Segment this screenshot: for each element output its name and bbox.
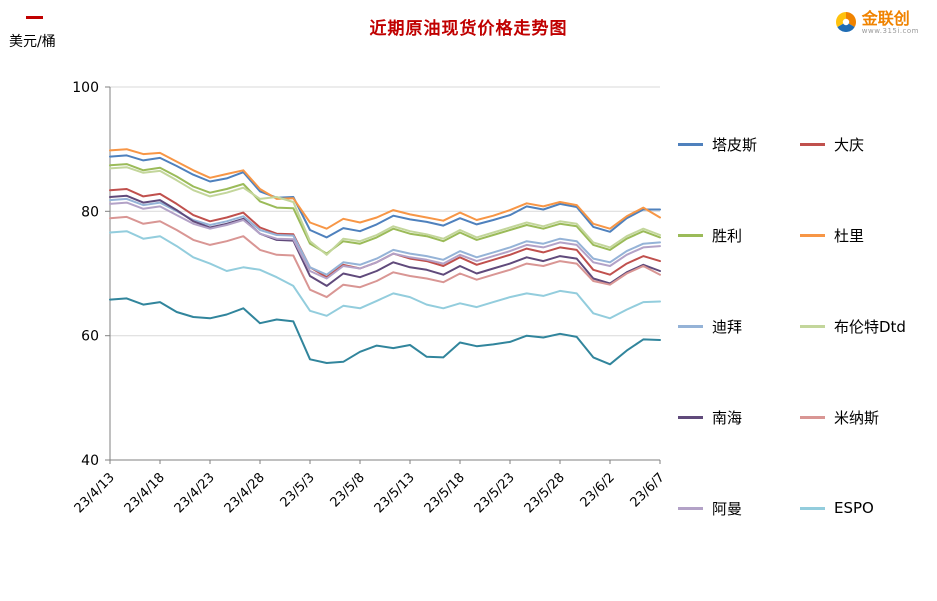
legend-swatch bbox=[678, 142, 703, 146]
legend-swatch bbox=[678, 415, 703, 419]
chart-title: 近期原油现货价格走势图 bbox=[369, 19, 568, 39]
x-tick-label: 23/5/8 bbox=[328, 470, 368, 510]
logo-url-text: www.315i.com bbox=[861, 26, 919, 35]
legend-swatch bbox=[800, 415, 825, 419]
x-tick-label: 23/4/13 bbox=[72, 470, 118, 516]
series-line-杜里 bbox=[109, 148, 661, 230]
legend-swatch bbox=[678, 506, 703, 510]
series-line-南海 bbox=[109, 194, 661, 287]
legend-label: 胜利 bbox=[712, 226, 743, 245]
legend-item-阿曼: 阿曼 bbox=[678, 497, 800, 519]
legend-item-杜里: 杜里 bbox=[800, 224, 922, 246]
x-tick-label: 23/5/13 bbox=[372, 470, 418, 516]
series-line-unlabeled bbox=[109, 297, 661, 366]
legend-item-布伦特Dtd: 布伦特Dtd bbox=[800, 315, 922, 337]
logo-texts: 金联创 www.315i.com bbox=[862, 10, 919, 35]
legend-swatch bbox=[800, 142, 825, 146]
legend-swatch bbox=[800, 233, 825, 237]
axis-unit-dash bbox=[26, 16, 43, 19]
legend-item-南海: 南海 bbox=[678, 406, 800, 428]
x-tick-label: 23/6/7 bbox=[628, 470, 668, 510]
x-tick-label: 23/4/28 bbox=[222, 470, 268, 516]
x-tick-label: 23/5/18 bbox=[422, 470, 468, 516]
series-line-米纳斯 bbox=[109, 215, 661, 299]
x-tick-label: 23/4/23 bbox=[172, 470, 218, 516]
legend-item-ESPO: ESPO bbox=[800, 497, 922, 519]
legend-item-塔皮斯: 塔皮斯 bbox=[678, 133, 800, 155]
x-tick-label: 23/5/28 bbox=[522, 470, 568, 516]
y-tick-label: 40 bbox=[81, 453, 99, 469]
y-tick-label: 60 bbox=[81, 329, 99, 345]
x-tick-label: 23/6/2 bbox=[578, 470, 618, 510]
legend-label: 米纳斯 bbox=[834, 408, 880, 427]
jlc-logo-icon bbox=[835, 12, 856, 32]
legend-item-胜利: 胜利 bbox=[678, 224, 800, 246]
legend-label: 杜里 bbox=[834, 226, 865, 245]
legend-label: 布伦特Dtd bbox=[834, 317, 906, 336]
legend-label: 阿曼 bbox=[712, 499, 743, 518]
legend-swatch bbox=[800, 324, 825, 328]
series-line-胜利 bbox=[109, 163, 661, 255]
jlc-logo: 金联创 www.315i.com bbox=[834, 10, 919, 35]
series-line-塔皮斯 bbox=[109, 154, 661, 239]
x-tick-label: 23/5/23 bbox=[472, 470, 518, 516]
legend-swatch bbox=[678, 233, 703, 237]
series-line-ESPO bbox=[109, 230, 661, 320]
legend-label: 南海 bbox=[712, 408, 743, 427]
legend-item-米纳斯: 米纳斯 bbox=[800, 406, 922, 428]
series-line-迪拜 bbox=[109, 197, 661, 276]
logo-name-text: 金联创 bbox=[861, 9, 910, 28]
y-tick-label: 80 bbox=[81, 204, 99, 220]
legend-label: ESPO bbox=[834, 499, 874, 517]
legend-swatch bbox=[678, 324, 703, 328]
legend-label: 塔皮斯 bbox=[712, 135, 758, 154]
x-tick-label: 23/4/18 bbox=[122, 470, 168, 516]
series-line-布伦特Dtd bbox=[109, 166, 661, 256]
chart-legend: 塔皮斯 大庆胜利 杜里迪拜 布伦特Dtd 南海 米纳斯阿曼 ESPO bbox=[678, 133, 922, 519]
legend-item-大庆: 大庆 bbox=[800, 133, 922, 155]
legend-label: 迪拜 bbox=[712, 317, 743, 336]
series-line-阿曼 bbox=[109, 201, 661, 280]
y-tick-label: 100 bbox=[72, 80, 99, 96]
x-tick-label: 23/5/3 bbox=[278, 470, 318, 510]
y-axis-unit-label: 美元/桶 bbox=[9, 34, 56, 50]
legend-swatch bbox=[800, 506, 825, 510]
legend-label: 大庆 bbox=[834, 135, 865, 154]
legend-item-迪拜: 迪拜 bbox=[678, 315, 800, 337]
